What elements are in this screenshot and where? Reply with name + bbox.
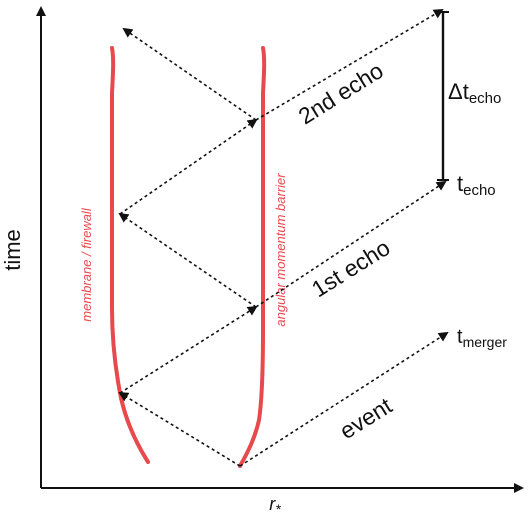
signal-paths	[118, 8, 449, 467]
path-inner-1	[118, 391, 241, 467]
x-axis-label-sub: *	[275, 501, 281, 517]
y-axis-label: time	[0, 229, 25, 271]
x-axis-label-main: r	[269, 494, 276, 514]
path-event	[239, 331, 449, 467]
path-second-echo	[255, 8, 444, 121]
path-inner-2	[119, 305, 258, 394]
t-merger-sub: merger	[463, 334, 508, 350]
delta-t-echo-label: Δtecho	[448, 79, 501, 107]
delta-t-sub: echo	[469, 90, 502, 107]
second-echo-label: 2nd echo	[294, 57, 388, 129]
time-markers: Δtecho techo tmerger	[437, 11, 507, 350]
echo-labels: 2nd echo 1st echo event	[294, 57, 397, 444]
event-label: event	[335, 392, 397, 444]
first-echo-label: 1st echo	[307, 234, 395, 302]
path-first-echo	[255, 180, 447, 308]
membrane-label: membrane / firewall	[79, 207, 94, 322]
membrane-wall	[110, 46, 150, 464]
path-inner-3	[118, 212, 257, 308]
t-echo-label: techo	[457, 171, 496, 199]
barrier-label: angular momentum barrier	[273, 173, 288, 327]
walls: membrane / firewall angular momentum bar…	[79, 46, 288, 468]
path-inner-5	[122, 27, 257, 121]
barrier-wall	[238, 46, 267, 468]
path-inner-4	[119, 118, 258, 215]
t-echo-sub: echo	[463, 182, 496, 199]
axes: time r*	[0, 6, 524, 517]
delta-t-main: Δt	[448, 79, 469, 104]
t-merger-label: tmerger	[457, 326, 507, 350]
x-axis-label: r*	[269, 494, 281, 517]
t-merger-main: t	[457, 326, 463, 348]
t-echo-main: t	[457, 171, 463, 196]
